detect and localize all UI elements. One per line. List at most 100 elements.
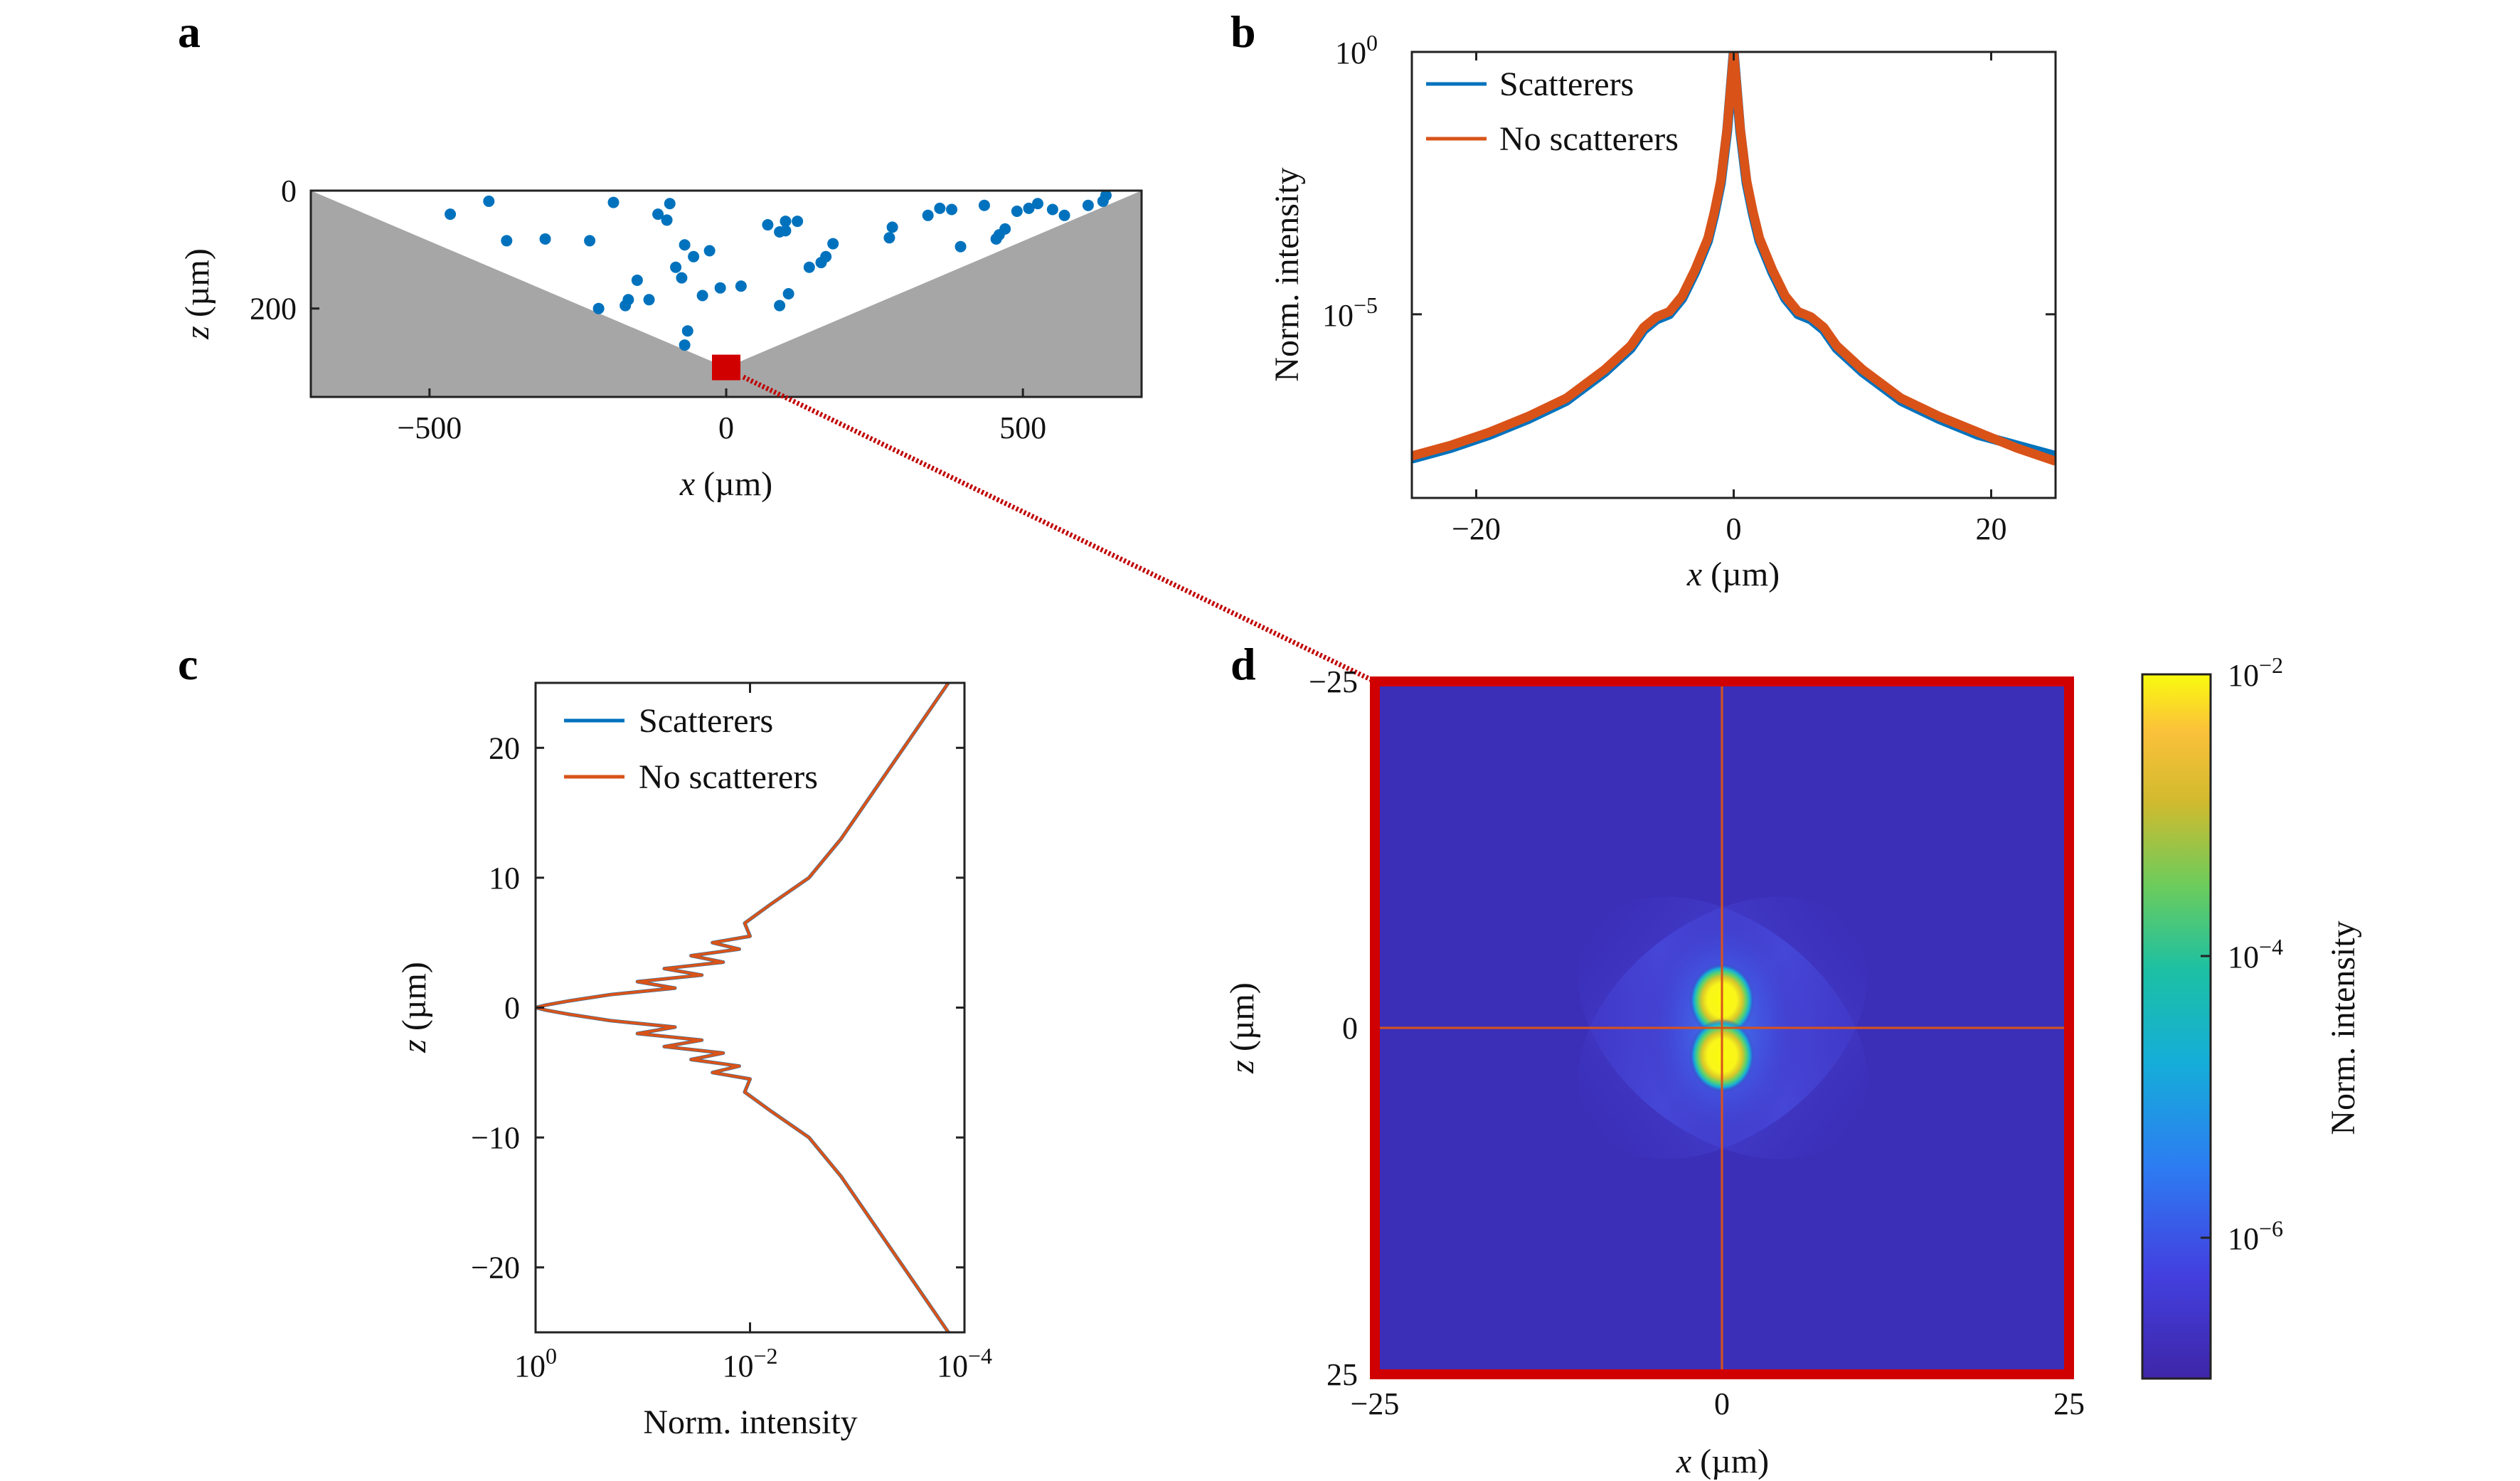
scatterer-point [782,288,794,299]
scatterer-point [679,339,691,351]
panel-c-legend: Scatterers No scatterers [564,702,818,796]
scatterer-point [1100,189,1112,201]
scatterer-point [483,195,495,207]
x-tick-label: 10−4 [937,1343,992,1384]
scatterer-point [1058,209,1070,221]
scatterer-point [1032,198,1043,210]
x-tick-label: 0 [1726,511,1742,546]
x-tick-label: 100 [514,1343,557,1384]
scatterer-point [883,232,895,244]
panel-a-y-label: z (µm) [179,248,216,340]
scatterer-point [696,290,708,302]
scatterer-point [780,216,792,228]
legend-label-no-scatterers: No scatterers [639,758,818,796]
panel-d-y-ticks: −25 0 25 [1309,664,1358,1392]
y-tick-label: −20 [471,1251,520,1285]
scatterer-point [978,199,990,211]
panel-b-intensity-vs-x: −20 0 20 100 10−5 x (µm) Norm. intensity Sc… [1268,30,2057,593]
y-tick-label: −10 [471,1120,520,1155]
legend-label-scatterers: Scatterers [1499,65,1634,103]
panel-d-y-label: z (µm) [1223,982,1261,1074]
panel-d-x-label: x (µm) [1676,1443,1769,1480]
scatterer-point [607,196,620,208]
panel-a-scatterer-geometry: −500 0 500 0 200 x (µm) z (µm) [179,174,1143,503]
scatterer-point [827,238,839,250]
panel-d-x-ticks: −25 0 25 [1351,1386,2085,1421]
scatterer-point [501,235,513,247]
x-tick-label: 0 [718,410,734,445]
colorbar-tick-label: 10−6 [2228,1216,2283,1256]
scatterer-point [643,294,655,306]
series-line-no-scatterers [536,683,950,1332]
scatterer-point [1082,199,1094,211]
x-tick-label: 10−2 [722,1343,777,1384]
x-tick-label: 500 [999,410,1046,445]
x-tick-label: −500 [397,410,462,445]
panel-d-intensity-map: −25 0 25 −25 0 25 x (µm) z (µm) 10−2 10−4 10−6… [1223,652,2362,1480]
scatterer-point [820,250,832,262]
panel-c-x-label: Norm. intensity [643,1403,857,1441]
panel-a-x-label: x (µm) [679,465,772,503]
x-tick-label: 25 [2053,1386,2085,1421]
scatterer-point [703,245,716,257]
y-tick-label: 0 [1342,1011,1358,1046]
scatterer-point [670,261,682,273]
panel-a-y-ticks: 0 200 [250,174,319,327]
scatterer-point [679,239,691,251]
x-tick-label: 20 [1976,511,2007,546]
panel-b-y-ticks: 100 10−5 [1322,30,2056,333]
y-tick-label: −25 [1309,664,1358,699]
scatterer-point [681,325,693,337]
y-tick-label: 200 [250,292,297,327]
panel-label-b: b [1230,6,1256,57]
colorbar-tick-label: 10−2 [2228,652,2283,693]
colorbar-tick-label: 10−4 [2228,934,2283,975]
y-tick-label: 20 [489,731,520,765]
scatterer-point [652,208,664,221]
scatterer-point [714,282,726,294]
scatterer-point [774,299,786,312]
scatterer-point [1011,206,1023,217]
scatterer-point [584,235,596,247]
series-line-no-scatterers [1412,52,2056,466]
scatterer-point [934,202,946,214]
scatterer-point [631,274,643,286]
scatterer-point [999,223,1011,235]
scatterer-point [664,198,676,210]
x-tick-label: 0 [1714,1386,1730,1421]
scatterer-point [1023,202,1035,214]
scatterer-point [955,240,967,253]
y-tick-label: 10 [489,861,520,896]
scatterer-point [661,214,673,226]
wedge-region [311,191,1142,397]
x-tick-label: −25 [1351,1386,1400,1421]
scatterer-point [780,225,792,237]
scatterer-point [1046,203,1058,216]
panel-b-x-ticks: −20 0 20 [1452,52,2007,546]
panel-label-a: a [178,6,201,57]
y-tick-label: 25 [1327,1357,1358,1392]
y-tick-label: 0 [504,991,520,1026]
panel-a-x-ticks: −500 0 500 [397,388,1046,445]
legend-label-no-scatterers: No scatterers [1499,120,1679,158]
x-tick-label: −20 [1452,511,1501,546]
panel-c-x-ticks: 100 10−2 10−4 [514,683,992,1384]
panel-label-d: d [1230,639,1256,689]
scatterer-point [539,233,551,245]
colorbar-ticks: 10−2 10−4 10−6 [2201,652,2283,1256]
scatterer-point [886,221,898,233]
heatmap [1375,681,2069,1374]
scatterer-point [946,203,958,216]
scatterer-point [676,272,688,284]
panel-b-y-label: Norm. intensity [1268,167,1306,381]
y-tick-label: 100 [1335,30,1378,70]
scatterer-point [592,302,605,314]
scatterer-point [922,209,934,221]
scatterer-points [445,189,1112,351]
panel-b-legend: Scatterers No scatterers [1426,65,1679,158]
scatterer-point [688,250,700,262]
panel-c-y-ticks: 20 10 0 −10 −20 [471,731,964,1285]
series-line-scatterers [1412,52,2056,464]
colorbar [2141,673,2212,1380]
